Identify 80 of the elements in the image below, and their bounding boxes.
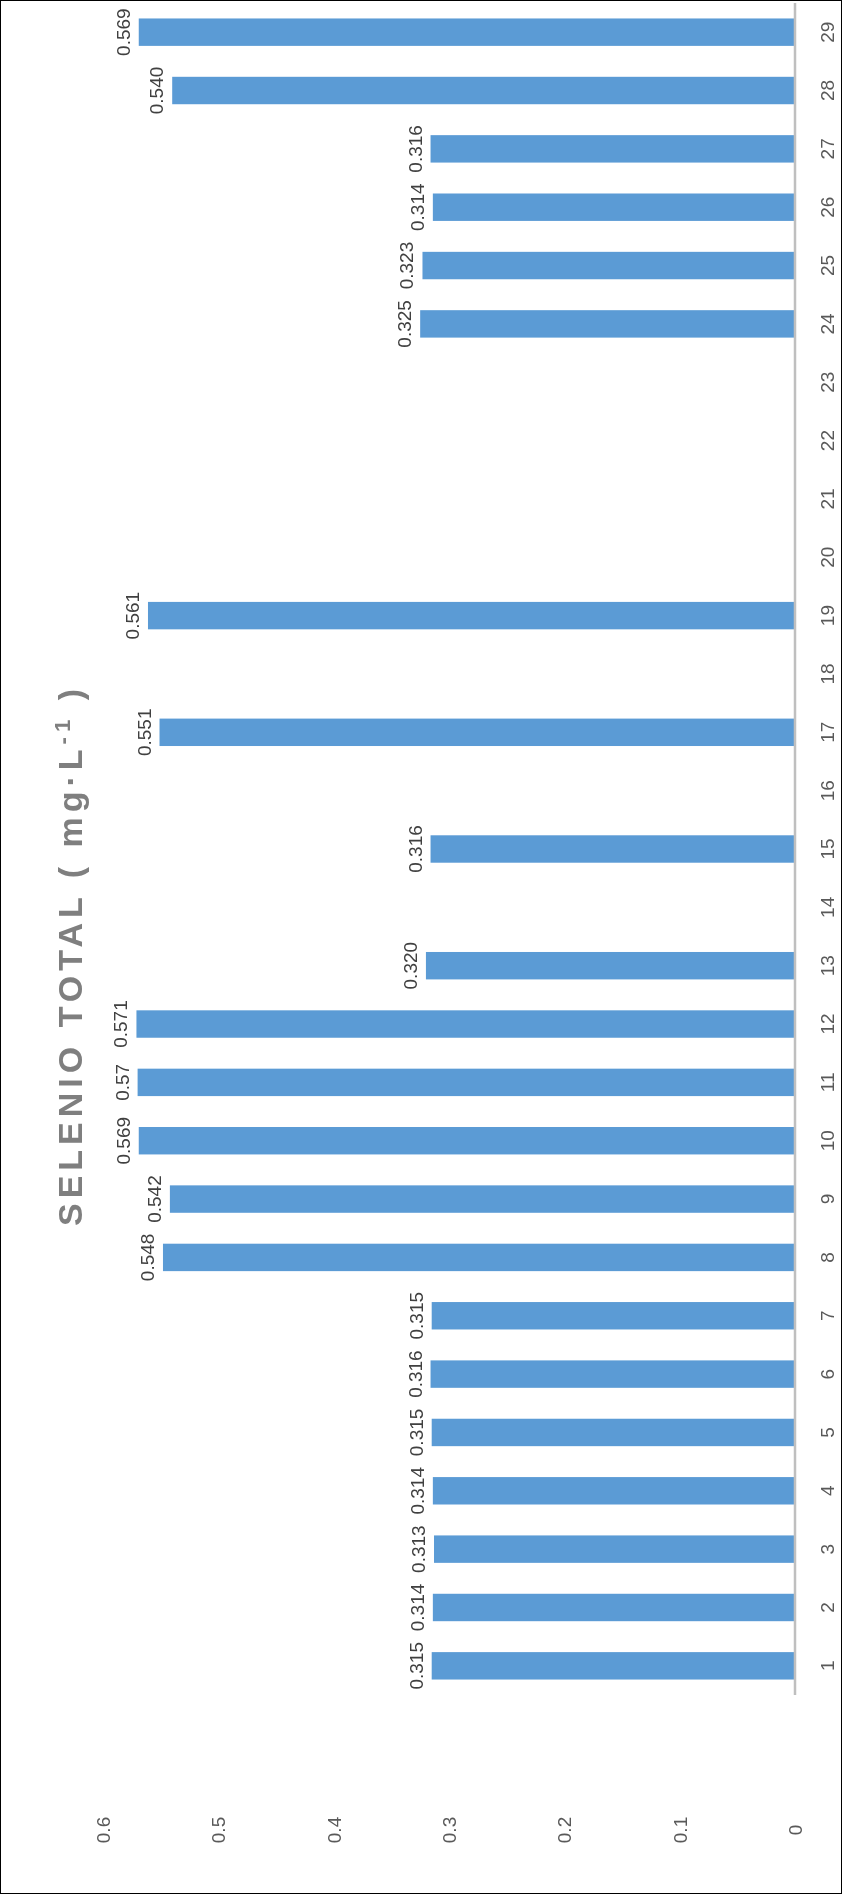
bar xyxy=(432,193,795,221)
data-label: 0.315 xyxy=(405,1291,427,1340)
bar xyxy=(422,251,795,280)
y-tick-label: 6 xyxy=(817,1368,838,1380)
data-label: 0.540 xyxy=(146,66,168,115)
data-label: 0.314 xyxy=(406,1466,428,1515)
data-label: 0.57 xyxy=(111,1063,133,1101)
y-tick-label: 9 xyxy=(817,1193,838,1205)
y-tick-label: 8 xyxy=(817,1252,838,1263)
data-label: 0.316 xyxy=(404,1350,426,1398)
y-tick-label: 12 xyxy=(817,1013,838,1035)
bar xyxy=(432,1477,795,1505)
x-tick-label: 0.5 xyxy=(208,1816,230,1844)
bar xyxy=(434,1535,795,1563)
x-tick-label: 0.3 xyxy=(439,1816,460,1844)
bar xyxy=(430,1360,795,1388)
y-tick-label: 20 xyxy=(817,546,838,568)
y-tick-label: 7 xyxy=(817,1310,838,1322)
bar xyxy=(430,135,795,163)
bar xyxy=(138,1127,795,1155)
data-label: 0.569 xyxy=(112,1116,134,1165)
x-tick-label: 0.2 xyxy=(554,1816,576,1844)
bar xyxy=(138,18,795,46)
x-tick-label: 0.1 xyxy=(669,1816,691,1844)
data-label: 0.569 xyxy=(112,8,134,56)
bar xyxy=(159,718,795,747)
bar xyxy=(432,1593,795,1622)
y-tick-label: 17 xyxy=(817,721,838,743)
y-tick-label: 22 xyxy=(817,430,838,452)
y-tick-label: 3 xyxy=(817,1543,838,1555)
data-label: 0.325 xyxy=(394,300,416,348)
bar xyxy=(431,1418,795,1447)
x-tick-label: 0 xyxy=(785,1824,806,1836)
y-tick-label: 28 xyxy=(817,79,838,102)
bar xyxy=(136,1010,795,1038)
y-tick-label: 21 xyxy=(817,488,838,510)
y-tick-label: 24 xyxy=(817,312,838,335)
data-label: 0.548 xyxy=(136,1233,158,1282)
y-tick-label: 26 xyxy=(817,196,838,218)
bar xyxy=(137,1068,795,1097)
bar xyxy=(169,1185,795,1213)
data-label: 0.320 xyxy=(399,941,421,990)
y-tick-label: 16 xyxy=(817,780,838,802)
y-tick-label: 15 xyxy=(817,838,838,860)
data-label: 0.323 xyxy=(396,241,418,290)
y-tick-label: 29 xyxy=(817,21,838,43)
bar xyxy=(431,1652,795,1680)
bar xyxy=(425,951,795,980)
bar xyxy=(162,1243,795,1272)
data-label: 0.571 xyxy=(110,1000,132,1048)
bar xyxy=(420,310,795,338)
y-tick-label: 11 xyxy=(817,1072,838,1093)
x-tick-label: 0.6 xyxy=(93,1816,114,1844)
y-tick-label: 10 xyxy=(817,1130,838,1152)
y-tick-label: 18 xyxy=(817,663,838,685)
data-label: 0.542 xyxy=(143,1175,165,1223)
bar xyxy=(172,76,795,105)
y-tick-label: 27 xyxy=(817,138,838,160)
data-label: 0.551 xyxy=(133,708,155,757)
data-label: 0.561 xyxy=(121,591,143,640)
data-label: 0.314 xyxy=(406,183,428,231)
y-tick-label: 13 xyxy=(817,955,838,977)
y-tick-label: 1 xyxy=(817,1660,838,1672)
y-tick-label: 5 xyxy=(817,1427,838,1438)
data-label: 0.315 xyxy=(405,1642,427,1690)
y-tick-label: 2 xyxy=(817,1602,838,1613)
x-tick-label: 0.4 xyxy=(323,1816,345,1844)
y-tick-label: 25 xyxy=(817,254,838,277)
data-label: 0.314 xyxy=(406,1583,428,1632)
data-label: 0.316 xyxy=(404,825,426,873)
y-tick-label: 19 xyxy=(817,605,838,627)
y-tick-label: 4 xyxy=(817,1485,838,1497)
bar xyxy=(147,601,795,630)
y-tick-label: 23 xyxy=(817,371,838,393)
data-label: 0.313 xyxy=(408,1525,430,1573)
data-label: 0.316 xyxy=(404,125,426,173)
bar xyxy=(431,1302,795,1330)
y-tick-label: 14 xyxy=(817,896,838,918)
bar xyxy=(430,835,795,863)
data-label: 0.315 xyxy=(405,1408,427,1457)
